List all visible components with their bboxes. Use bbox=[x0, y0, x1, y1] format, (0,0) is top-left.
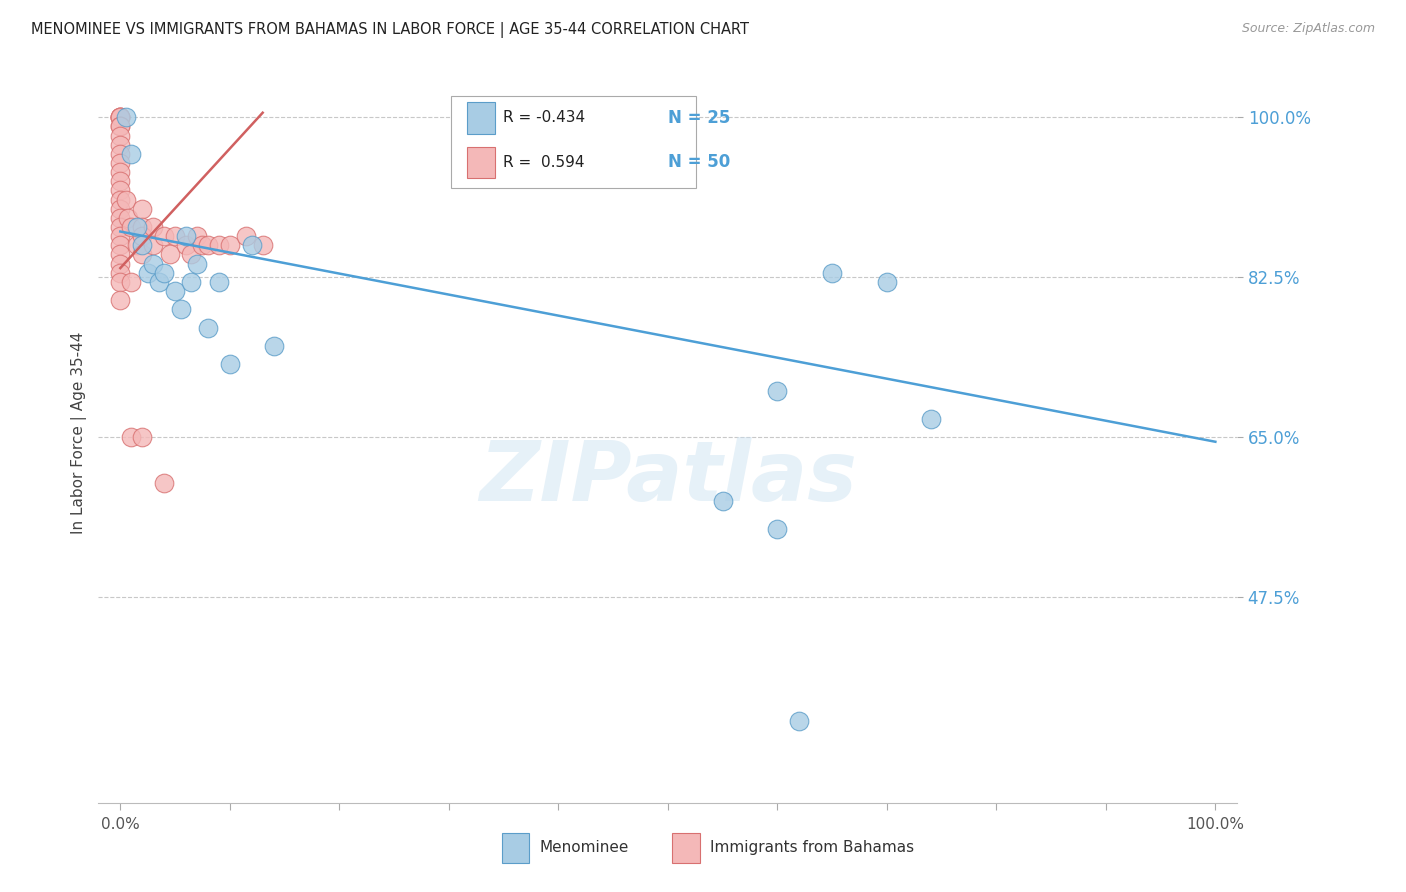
Point bbox=[117, 211, 139, 225]
Point bbox=[120, 219, 142, 234]
Point bbox=[821, 266, 844, 280]
Point bbox=[159, 247, 181, 261]
Point bbox=[191, 238, 214, 252]
Text: R = -0.434: R = -0.434 bbox=[503, 111, 585, 126]
Point bbox=[169, 302, 191, 317]
Point bbox=[142, 256, 165, 270]
Text: N = 25: N = 25 bbox=[668, 109, 730, 127]
FancyBboxPatch shape bbox=[672, 833, 700, 863]
Point bbox=[110, 110, 132, 124]
Point bbox=[153, 229, 176, 244]
Point bbox=[110, 146, 132, 161]
Point bbox=[131, 247, 153, 261]
Point bbox=[174, 238, 197, 252]
Point bbox=[131, 219, 153, 234]
Point bbox=[876, 275, 898, 289]
Point bbox=[114, 193, 136, 207]
Point bbox=[766, 384, 789, 399]
Point bbox=[197, 320, 219, 334]
Point bbox=[208, 238, 231, 252]
Point bbox=[235, 229, 257, 244]
Point bbox=[110, 256, 132, 270]
Point bbox=[110, 174, 132, 188]
Point bbox=[125, 219, 148, 234]
Text: Immigrants from Bahamas: Immigrants from Bahamas bbox=[710, 840, 914, 855]
Point bbox=[148, 275, 170, 289]
Text: Menominee: Menominee bbox=[538, 840, 628, 855]
Point bbox=[186, 229, 208, 244]
Point bbox=[110, 266, 132, 280]
Point bbox=[787, 714, 810, 728]
Point bbox=[208, 275, 231, 289]
FancyBboxPatch shape bbox=[502, 833, 529, 863]
Point bbox=[110, 219, 132, 234]
Text: R =  0.594: R = 0.594 bbox=[503, 155, 585, 169]
Text: MENOMINEE VS IMMIGRANTS FROM BAHAMAS IN LABOR FORCE | AGE 35-44 CORRELATION CHAR: MENOMINEE VS IMMIGRANTS FROM BAHAMAS IN … bbox=[31, 22, 749, 38]
Point bbox=[180, 275, 202, 289]
Point bbox=[110, 202, 132, 216]
Point bbox=[110, 229, 132, 244]
Point bbox=[153, 475, 176, 490]
Point bbox=[110, 110, 132, 124]
Point bbox=[110, 247, 132, 261]
Point bbox=[142, 238, 165, 252]
Point bbox=[110, 110, 132, 124]
Point bbox=[252, 238, 274, 252]
Point bbox=[131, 238, 153, 252]
Point bbox=[766, 522, 789, 536]
Point bbox=[110, 128, 132, 143]
Point bbox=[110, 110, 132, 124]
Point bbox=[131, 229, 153, 244]
Point bbox=[197, 238, 219, 252]
Point bbox=[218, 357, 240, 371]
Point bbox=[920, 412, 942, 426]
Point bbox=[110, 238, 132, 252]
Point bbox=[110, 211, 132, 225]
Point bbox=[120, 430, 142, 444]
Point bbox=[174, 229, 197, 244]
Point bbox=[263, 339, 285, 353]
Point bbox=[165, 284, 187, 298]
Point bbox=[153, 266, 176, 280]
Text: 0.0%: 0.0% bbox=[101, 816, 139, 831]
Text: ZIPatlas: ZIPatlas bbox=[479, 436, 856, 517]
Point bbox=[131, 202, 153, 216]
Point bbox=[218, 238, 240, 252]
Text: 100.0%: 100.0% bbox=[1187, 816, 1244, 831]
Point bbox=[125, 238, 148, 252]
Y-axis label: In Labor Force | Age 35-44: In Labor Force | Age 35-44 bbox=[72, 332, 87, 533]
Point bbox=[165, 229, 187, 244]
Point bbox=[110, 275, 132, 289]
Point bbox=[110, 165, 132, 179]
Point bbox=[110, 193, 132, 207]
Point bbox=[131, 430, 153, 444]
Point bbox=[142, 219, 165, 234]
Point bbox=[110, 156, 132, 170]
Text: Source: ZipAtlas.com: Source: ZipAtlas.com bbox=[1241, 22, 1375, 36]
Point bbox=[120, 275, 142, 289]
FancyBboxPatch shape bbox=[467, 103, 495, 134]
Point bbox=[240, 238, 263, 252]
Point bbox=[136, 266, 159, 280]
Point bbox=[711, 494, 734, 508]
Point bbox=[186, 256, 208, 270]
Point bbox=[110, 137, 132, 152]
FancyBboxPatch shape bbox=[467, 147, 495, 178]
Point bbox=[110, 183, 132, 197]
Point bbox=[110, 293, 132, 307]
Point bbox=[120, 146, 142, 161]
Point bbox=[110, 120, 132, 134]
Point bbox=[180, 247, 202, 261]
Point bbox=[114, 110, 136, 124]
Point bbox=[110, 120, 132, 134]
Text: N = 50: N = 50 bbox=[668, 153, 730, 171]
FancyBboxPatch shape bbox=[451, 95, 696, 188]
